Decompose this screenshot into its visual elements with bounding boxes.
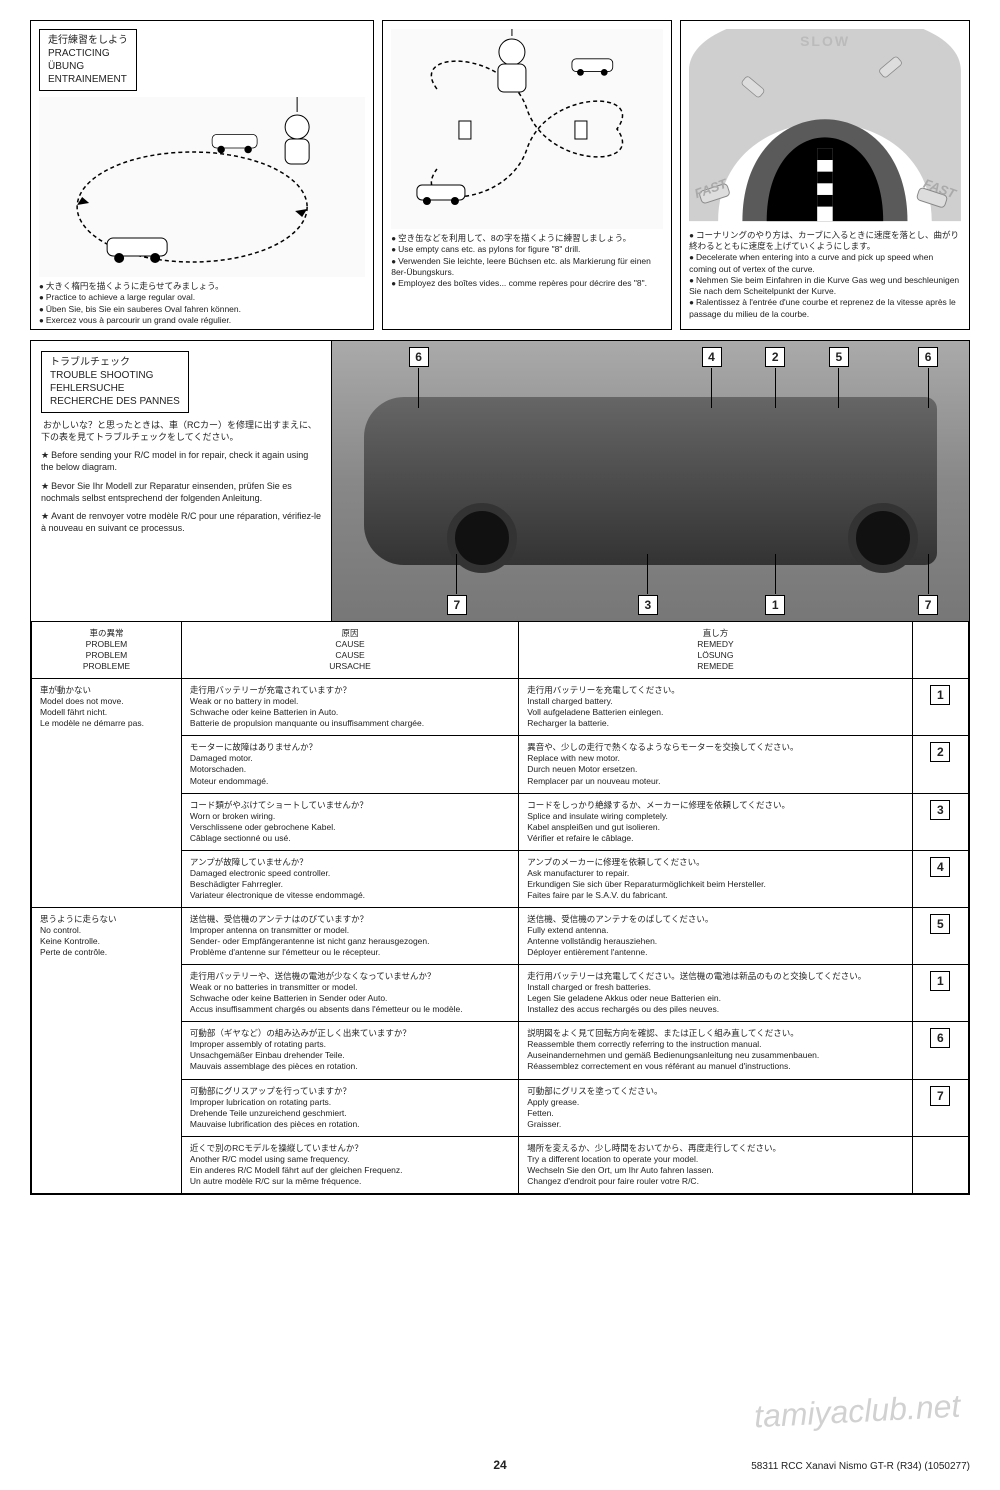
p2-l3: Employez des boîtes vides... comme repèr… [391,278,663,289]
tt-ja: トラブルチェック [50,356,180,369]
p2-l0: 空き缶などを利用して、8の字を描くように練習しましょう。 [391,233,663,244]
ti3: Avant de renvoyer votre modèle R/C pour … [41,510,321,534]
practice-curve-panel: SLOW FAST FAST コーナリングのやり方は、カーブに入るときに速度を落… [680,20,970,330]
ref-number-3: 3 [930,800,950,820]
p2-l1: Use empty cans etc. as pylons for figure… [391,244,663,255]
ti1: Before sending your R/C model in for rep… [41,449,321,473]
practice-oval-panel: 走行練習をしよう PRACTICING ÜBUNG ENTRAINEMENT [30,20,374,330]
panel1-caption: 大きく楕円を描くように走らせてみましょう。 Practice to achiev… [39,281,365,327]
tt-de: FEHLERSUCHE [50,382,180,395]
ref-number-2: 2 [930,742,950,762]
ti2: Bevor Sie Ihr Modell zur Reparatur einse… [41,480,321,504]
ref-number-1: 1 [930,685,950,705]
callout-7: 7 [918,595,938,615]
trouble-intro: トラブルチェック TROUBLE SHOOTING FEHLERSUCHE RE… [31,341,331,621]
tt-en: TROUBLE SHOOTING [50,369,180,382]
trouble-table: 車の異常PROBLEMPROBLEMPROBLEME 原因CAUSECAUSEU… [31,621,969,1194]
ref-number-7: 7 [930,1086,950,1106]
callout-3: 3 [638,595,658,615]
p1-l2: Üben Sie, bis Sie ein sauberes Oval fahr… [39,304,365,315]
p3-l1: Decelerate when entering into a curve an… [689,252,961,274]
ref-number-5: 5 [930,914,950,934]
ref-number-1: 1 [930,971,950,991]
footer-ref: 58311 RCC Xanavi Nismo GT-R (R34) (10502… [751,1461,970,1472]
table-row: 思うように走らないNo control.Keine Kontrolle.Pert… [32,907,969,964]
th-num [912,622,968,679]
practice-figure8-panel: 空き缶などを利用して、8の字を描くように練習しましょう。 Use empty c… [382,20,672,330]
title-ja: 走行練習をしよう [48,34,128,47]
p3-l3: Ralentissez à l'entrée d'une courbe et r… [689,297,961,319]
chassis-photo: 6 4 2 5 6 7 3 1 7 [331,341,969,621]
th-cause: 原因CAUSECAUSEURSACHE [181,622,518,679]
callout-2: 2 [765,347,785,367]
panel3-caption: コーナリングのやり方は、カーブに入るときに速度を落とし、曲がり終わるとともに速度… [689,230,961,320]
ref-number-6: 6 [930,1028,950,1048]
callout-6: 6 [409,347,429,367]
ref-number-4: 4 [930,857,950,877]
oval-illustration [39,97,365,277]
table-header-row: 車の異常PROBLEMPROBLEMPROBLEME 原因CAUSECAUSEU… [32,622,969,679]
troubleshooting-section: トラブルチェック TROUBLE SHOOTING FEHLERSUCHE RE… [30,340,970,1195]
ti0: おかしいな？と思ったときは、車（RCカー）を修理に出すまえに、下の表を見てトラブ… [41,419,321,443]
p3-l2: Nehmen Sie beim Einfahren in die Kurve G… [689,275,961,297]
title-de: ÜBUNG [48,60,128,73]
figure8-illustration [391,29,663,229]
p1-l1: Practice to achieve a large regular oval… [39,292,365,303]
th-problem: 車の異常PROBLEMPROBLEMPROBLEME [32,622,182,679]
table-row: 車が動かないModel does not move.Modell fährt n… [32,679,969,736]
callout-6: 6 [918,347,938,367]
p3-l0: コーナリングのやり方は、カーブに入るときに速度を落とし、曲がり終わるとともに速度… [689,230,961,252]
practicing-title-box: 走行練習をしよう PRACTICING ÜBUNG ENTRAINEMENT [39,29,137,91]
callout-7: 7 [447,595,467,615]
callout-5: 5 [829,347,849,367]
trouble-title-box: トラブルチェック TROUBLE SHOOTING FEHLERSUCHE RE… [41,351,189,413]
p1-l3: Exercez vous à parcourir un grand ovale … [39,315,365,326]
th-remedy: 直し方REMEDYLÖSUNGREMEDE [519,622,913,679]
practicing-row: 走行練習をしよう PRACTICING ÜBUNG ENTRAINEMENT [30,20,970,330]
panel2-caption: 空き缶などを利用して、8の字を描くように練習しましょう。 Use empty c… [391,233,663,290]
trouble-top: トラブルチェック TROUBLE SHOOTING FEHLERSUCHE RE… [31,341,969,621]
p1-l0: 大きく楕円を描くように走らせてみましょう。 [39,281,365,292]
page-number: 24 [493,1458,506,1472]
title-en: PRACTICING [48,47,128,60]
p2-l2: Verwenden Sie leichte, leere Büchsen etc… [391,256,663,278]
tt-fr: RECHERCHE DES PANNES [50,395,180,408]
title-fr: ENTRAINEMENT [48,73,128,86]
slow-label: SLOW [800,33,850,49]
callout-4: 4 [702,347,722,367]
callout-1: 1 [765,595,785,615]
watermark: tamiyaclub.net [753,1388,961,1436]
tunnel-illustration: SLOW FAST FAST [689,29,961,224]
